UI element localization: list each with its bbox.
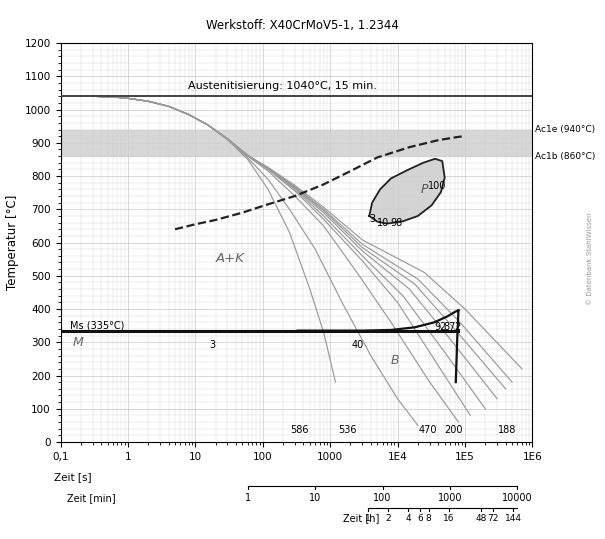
Text: 470: 470: [419, 425, 437, 434]
Bar: [60, 129, 532, 156]
Text: 92: 92: [435, 322, 447, 333]
Text: 1: 1: [245, 493, 251, 503]
Text: Ac1b (860°C): Ac1b (860°C): [535, 151, 595, 161]
Text: A+K: A+K: [215, 252, 244, 266]
Text: © Datenbank StahlWissen: © Datenbank StahlWissen: [587, 212, 593, 305]
Polygon shape: [369, 159, 445, 224]
Text: Werkstoff: X40CrMoV5-1, 1.2344: Werkstoff: X40CrMoV5-1, 1.2344: [206, 19, 399, 32]
Text: 10: 10: [376, 218, 389, 227]
Text: 200: 200: [445, 425, 463, 434]
Text: 3: 3: [209, 340, 215, 350]
Text: 6: 6: [417, 514, 423, 523]
Text: 72: 72: [487, 514, 499, 523]
Text: 8: 8: [426, 514, 431, 523]
Y-axis label: Temperatur [°C]: Temperatur [°C]: [6, 195, 19, 290]
Text: Austenitisierung: 1040°C, 15 min.: Austenitisierung: 1040°C, 15 min.: [188, 81, 377, 91]
Text: B: B: [391, 354, 400, 367]
Text: 2: 2: [454, 322, 460, 333]
Text: 586: 586: [290, 425, 309, 434]
Text: Ms (335°C): Ms (335°C): [70, 321, 125, 330]
Text: 98: 98: [390, 218, 402, 227]
Text: 40: 40: [352, 340, 364, 350]
Text: 87: 87: [444, 322, 456, 333]
Text: 10000: 10000: [502, 493, 533, 503]
Text: 16: 16: [443, 514, 454, 523]
Text: 100: 100: [373, 493, 392, 503]
Text: 1: 1: [365, 514, 370, 523]
Text: 188: 188: [498, 425, 516, 434]
Text: Zeit [s]: Zeit [s]: [54, 472, 92, 482]
Text: Zeit [h]: Zeit [h]: [344, 514, 380, 523]
Text: 3: 3: [369, 215, 375, 224]
Text: P: P: [420, 183, 428, 196]
Text: Ac1e (940°C): Ac1e (940°C): [535, 125, 595, 134]
Text: 10: 10: [309, 493, 321, 503]
Text: 536: 536: [338, 425, 356, 434]
Text: M: M: [73, 336, 83, 349]
Text: 100: 100: [428, 181, 446, 191]
Text: 144: 144: [505, 514, 522, 523]
Text: 1000: 1000: [438, 493, 462, 503]
Text: Zeit [min]: Zeit [min]: [67, 494, 115, 503]
Text: 4: 4: [405, 514, 411, 523]
Text: 2: 2: [385, 514, 391, 523]
Text: 48: 48: [476, 514, 486, 523]
